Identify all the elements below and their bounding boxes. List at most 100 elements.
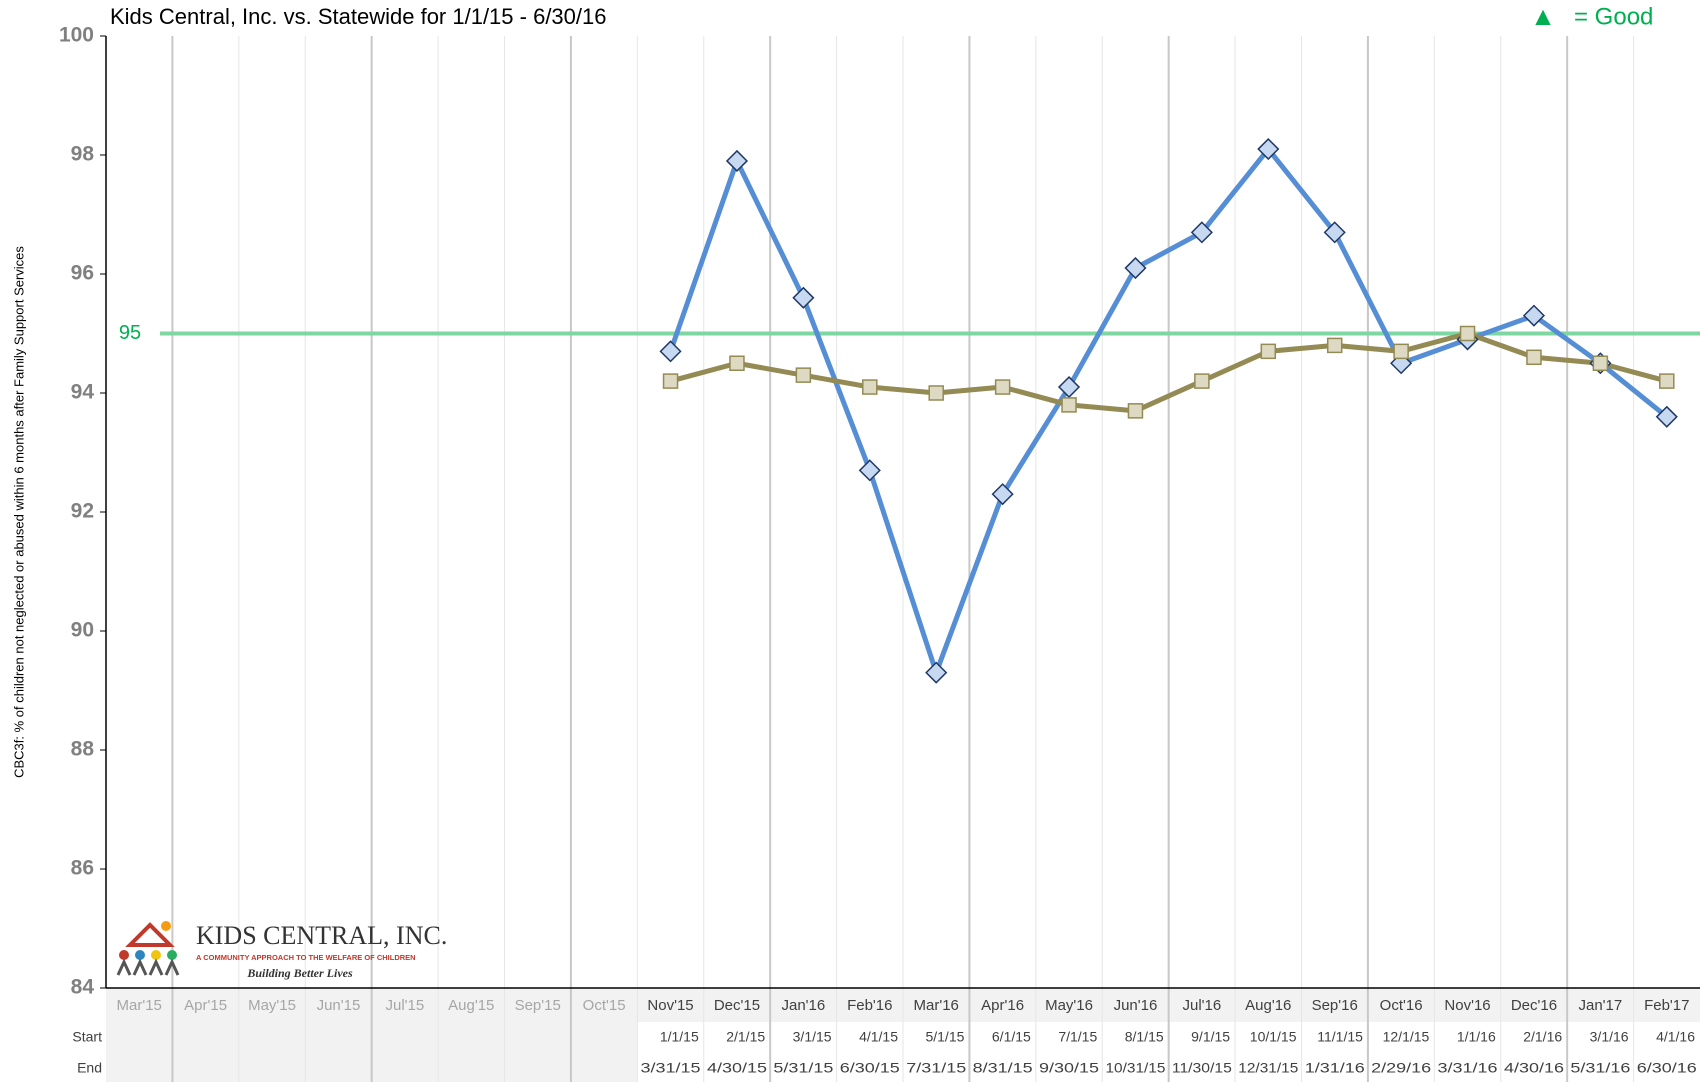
logo-roof [125,922,175,947]
x-tick-label: Jan'17 [1579,997,1623,1014]
x-tick-label: Sep'16 [1312,997,1358,1014]
start-date: 1/1/15 [660,1029,699,1045]
marker-diamond [925,661,948,684]
x-tick-label: Dec'15 [714,997,760,1014]
legend-text: = Good [1574,3,1653,30]
logo-name: KIDS CENTRAL, INC. [196,921,447,950]
end-date: 5/31/16 [1570,1060,1630,1076]
start-date: 2/1/15 [726,1029,765,1045]
row-label: End [77,1060,102,1076]
end-date: 7/31/15 [906,1060,966,1076]
marker-square [862,379,878,395]
x-tick-label: Jun'16 [1114,997,1158,1014]
x-tick-label: Sep'15 [515,997,561,1014]
logo-figure [167,950,177,960]
y-tick-label: 84 [71,976,95,999]
marker-diamond [1190,221,1213,244]
marker-diamond [792,286,815,309]
x-tick-label: Feb'17 [1644,997,1689,1014]
x-tick-label: Oct'16 [1380,997,1423,1014]
marker-square [1459,325,1476,342]
x-tick-label: Jun'15 [317,997,361,1014]
y-tick-label: 86 [71,857,94,880]
x-tick-label: Feb'16 [847,997,892,1014]
marker-diamond [1522,304,1546,327]
y-axis-label: CBC3f: % of children not neglected or ab… [11,246,26,778]
y-tick-label: 92 [71,500,94,523]
marker-square [1061,397,1077,413]
end-date: 3/31/15 [641,1060,701,1076]
y-tick-label: 96 [71,262,94,285]
logo-figure [119,950,129,960]
x-tick-label: Oct'15 [583,997,626,1014]
marker-square [1194,373,1210,389]
start-date: 10/1/15 [1250,1029,1297,1045]
logo-sun [161,921,171,931]
start-date: 12/1/15 [1383,1029,1430,1045]
logo: KIDS CENTRAL, INC. A COMMUNITY APPROACH … [116,921,447,980]
y-tick-label: 90 [71,619,94,642]
marker-diamond [858,459,881,482]
end-date: 6/30/15 [840,1060,900,1076]
marker-square [1260,343,1277,360]
marker-square [1127,403,1144,419]
end-date: 3/31/16 [1438,1060,1498,1076]
end-date: 4/30/16 [1504,1060,1564,1076]
start-date: 7/1/15 [1058,1029,1097,1045]
marker-square [662,373,679,389]
x-tick-label: Dec'16 [1511,997,1557,1014]
end-date: 4/30/15 [707,1060,767,1076]
marker-diamond [1057,375,1081,399]
start-date: 11/1/15 [1317,1029,1363,1045]
logo-tagline: A COMMUNITY APPROACH TO THE WELFARE OF C… [196,953,416,962]
marker-diamond [725,149,749,173]
x-tick-label: May'16 [1045,997,1093,1014]
series-line [669,331,1668,414]
x-tick-label: Aug'15 [448,997,494,1014]
marker-square [1592,355,1609,371]
marker-square [928,385,944,401]
chart-title: Kids Central, Inc. vs. Statewide for 1/1… [110,4,606,29]
marker-square [1526,349,1542,366]
end-date: 2/29/16 [1371,1060,1431,1076]
marker-diamond [1257,137,1280,161]
end-date: 11/30/15 [1172,1060,1232,1076]
x-tick-label: May'15 [248,997,296,1014]
end-date: 10/31/15 [1105,1060,1165,1076]
marker-diamond [1124,256,1147,280]
end-date: 12/31/15 [1238,1060,1298,1076]
start-date: 6/1/15 [992,1029,1031,1045]
x-tick-label: Jan'16 [782,997,826,1014]
marker-square [795,367,812,383]
x-tick-label: Jul'16 [1183,997,1222,1014]
marker-diamond [1655,405,1678,428]
start-date: 8/1/15 [1125,1029,1164,1045]
start-date: 3/1/16 [1590,1029,1629,1045]
y-tick-label: 100 [59,24,94,47]
x-tick-label: Mar'15 [117,997,162,1014]
start-date: 5/1/15 [925,1029,964,1045]
legend-symbol: ▲ [1530,1,1556,31]
start-date: 4/1/15 [859,1029,898,1045]
logo-figure [135,950,145,960]
marker-diamond [659,340,682,363]
x-tick-label: Aug'16 [1245,997,1291,1014]
end-date: 8/31/15 [973,1060,1033,1076]
y-tick-label: 94 [71,381,95,404]
logo-figure [151,950,161,960]
logo-motto: Building Better Lives [246,966,353,980]
end-date: 6/30/16 [1637,1060,1697,1076]
x-tick-label: Nov'16 [1444,997,1490,1014]
marker-diamond [991,483,1014,506]
start-date: 2/1/16 [1523,1029,1562,1045]
logo-figures [116,958,180,976]
y-tick-label: 98 [71,143,95,166]
start-date: 3/1/15 [793,1029,832,1045]
x-tick-label: Mar'16 [914,997,959,1014]
end-date: 5/31/15 [773,1060,833,1076]
x-tick-label: Apr'16 [981,997,1024,1014]
y-tick-label: 88 [71,738,95,761]
marker-square [729,355,745,371]
marker-square [1659,373,1675,389]
